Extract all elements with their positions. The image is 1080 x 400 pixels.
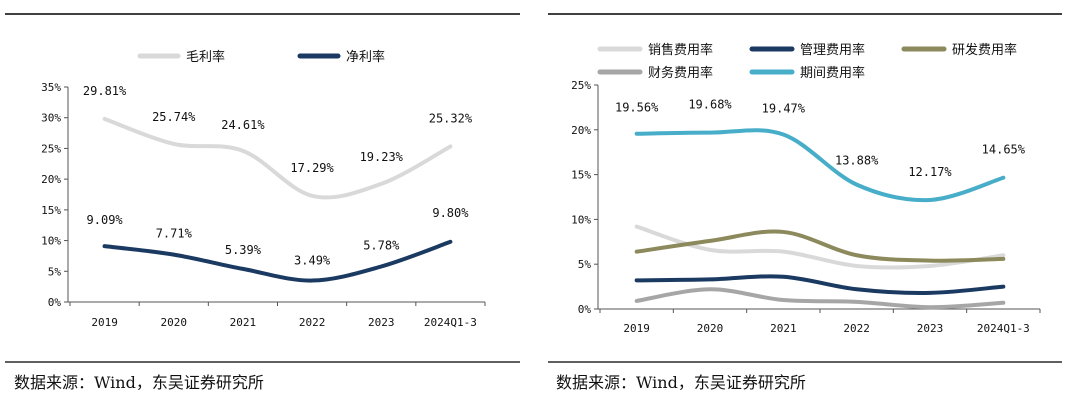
y-tick-label: 10% [571, 213, 591, 226]
data-label: 17.29% [290, 161, 334, 175]
legend-label: 财务费用率 [648, 65, 713, 81]
series-line-0 [102, 116, 453, 200]
x-tick-label: 2021 [770, 322, 797, 335]
data-label: 19.23% [360, 150, 404, 164]
legend-label: 期间费用率 [800, 65, 865, 81]
x-tick-label: 2020 [697, 322, 724, 335]
y-tick-label: 25% [41, 142, 61, 155]
series-line-3 [634, 287, 1006, 310]
legend-label: 净利率 [346, 49, 385, 65]
x-tick-label: 2021 [230, 316, 257, 329]
margin-chart: 0% 5% 10% 15% 20% 25% 30% 35% 2019 2020 2021 2022 20… [41, 49, 486, 329]
data-label: 25.74% [152, 110, 196, 124]
x-tick-label: 2023 [917, 322, 944, 335]
data-label: 24.61% [221, 118, 265, 132]
x-tick-label: 2022 [843, 322, 870, 335]
data-label: 9.09% [87, 213, 124, 227]
x-tick-label: 2019 [623, 322, 650, 335]
source-note-left: 数据来源：Wind，东吴证券研究所 [14, 373, 264, 392]
data-label: 13.88% [835, 154, 879, 168]
data-label: 5.39% [225, 243, 262, 257]
data-label: 3.49% [294, 254, 331, 268]
x-tick-label: 2022 [299, 316, 326, 329]
data-label: 12.17% [908, 165, 952, 179]
y-tick-label: 5% [48, 265, 62, 278]
data-label: 14.65% [982, 143, 1026, 157]
expense-ratio-chart: 0% 5% 10% 15% 20% 25% 2019 2020 2021 2022 2023 2024… [571, 42, 1041, 335]
series-line-1 [102, 239, 453, 283]
y-tick-label: 0% [578, 303, 592, 316]
y-tick-label: 30% [41, 112, 61, 125]
y-tick-label: 35% [41, 81, 61, 94]
y-tick-label: 20% [41, 173, 61, 186]
y-tick-label: 15% [571, 169, 591, 182]
data-label: 19.56% [615, 101, 659, 115]
legend-label: 毛利率 [186, 49, 225, 65]
data-label: 25.32% [429, 111, 473, 125]
series-line-1 [634, 274, 1006, 295]
y-tick-label: 20% [571, 124, 591, 137]
data-label: 19.47% [762, 102, 806, 116]
y-tick-label: 10% [41, 235, 61, 248]
y-tick-label: 25% [571, 79, 591, 92]
legend-label: 管理费用率 [800, 42, 865, 58]
data-label: 9.80% [432, 206, 469, 220]
x-tick-label: 2024Q1-3 [424, 316, 477, 329]
x-tick-label: 2024Q1-3 [977, 322, 1030, 335]
x-tick-label: 2023 [368, 316, 395, 329]
data-label: 7.71% [156, 227, 193, 241]
y-tick-label: 5% [578, 258, 592, 271]
legend-label: 销售费用率 [648, 42, 713, 58]
y-tick-label: 15% [41, 204, 61, 217]
x-tick-label: 2019 [91, 316, 118, 329]
data-label: 29.81% [83, 84, 127, 98]
data-label: 5.78% [363, 238, 400, 252]
data-label: 19.68% [688, 98, 732, 112]
y-tick-label: 0% [48, 296, 62, 309]
legend-label: 研发费用率 [952, 42, 1017, 58]
source-note-right: 数据来源：Wind，东吴证券研究所 [556, 373, 806, 392]
series-line-2 [634, 229, 1006, 263]
series-line-4 [634, 128, 1006, 203]
x-tick-label: 2020 [161, 316, 188, 329]
series-line-0 [634, 224, 1006, 270]
